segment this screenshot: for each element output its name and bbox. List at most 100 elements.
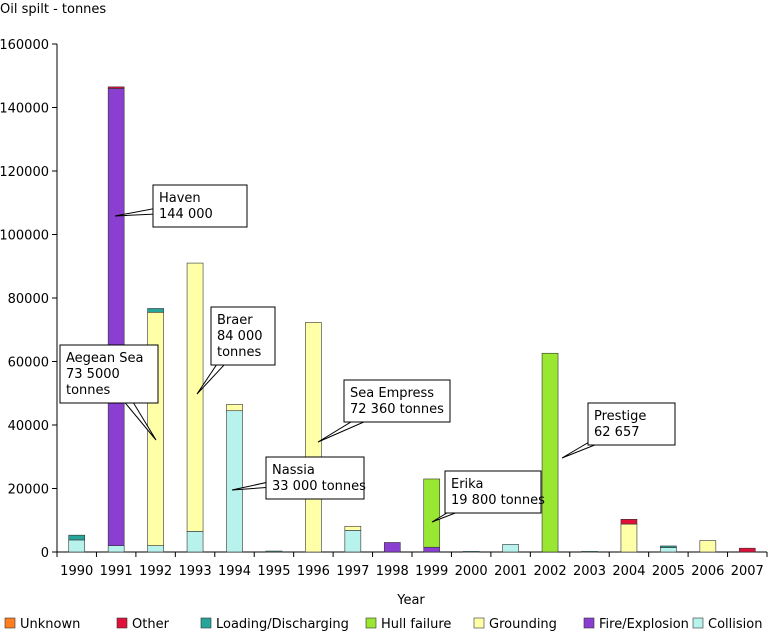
bar-segment xyxy=(699,540,717,553)
legend-swatch xyxy=(583,617,595,629)
bar-segment xyxy=(660,547,677,553)
callout-text: 144 000 xyxy=(159,207,213,222)
callout-text: Haven xyxy=(159,191,201,206)
y-tick-label: 60000 xyxy=(8,356,49,371)
bar-segment xyxy=(383,542,401,553)
callout-text: 19 800 tonnes xyxy=(451,493,545,508)
bar-segment xyxy=(226,404,243,412)
bar-segment xyxy=(738,547,756,553)
callout-text: Braer xyxy=(217,313,253,328)
bar-segment xyxy=(620,518,638,525)
x-tick-label: 2001 xyxy=(494,564,527,579)
legend-label: Hull failure xyxy=(381,617,451,632)
callout-pointer-mask xyxy=(105,371,119,388)
bar-segment xyxy=(107,88,125,546)
x-tick-label: 1997 xyxy=(336,564,369,579)
legend-label: Grounding xyxy=(489,617,557,632)
bar-segment xyxy=(423,478,441,548)
bar-segment xyxy=(423,546,441,553)
y-tick-label: 140000 xyxy=(0,102,49,117)
x-tick-label: 1999 xyxy=(415,564,448,579)
x-tick-label: 2003 xyxy=(573,564,606,579)
bar-segment xyxy=(107,86,125,89)
bar-segment xyxy=(305,322,322,553)
bar-segment xyxy=(462,551,480,553)
y-tick-label: 100000 xyxy=(0,229,49,244)
bar-segment xyxy=(68,539,86,553)
legend-swatch xyxy=(365,617,377,629)
x-tick-label: 1998 xyxy=(376,564,409,579)
bars xyxy=(68,86,756,553)
x-axis-title: Year xyxy=(396,593,425,608)
callout-text: 72 360 tonnes xyxy=(350,402,444,417)
x-tick-label: 2006 xyxy=(691,564,724,579)
callout-pointer-mask xyxy=(617,419,634,431)
legend-swatch xyxy=(692,617,704,629)
x-tick-label: 2004 xyxy=(612,564,645,579)
callout-text: tonnes xyxy=(217,345,262,360)
legend-swatch xyxy=(200,617,212,629)
legend-label: Fire/Explosion xyxy=(599,617,689,632)
x-tick-label: 2000 xyxy=(455,564,488,579)
callout-text: 73 5000 xyxy=(66,367,120,382)
bar-segment xyxy=(147,308,164,313)
y-tick-label: 0 xyxy=(41,546,49,561)
callout-pointer-mask xyxy=(183,201,201,211)
legend-label: Collision xyxy=(708,617,762,632)
bar-segment xyxy=(344,525,362,531)
legend-label: Unknown xyxy=(20,617,80,632)
y-tick-label: 120000 xyxy=(0,165,49,180)
callout-text: tonnes xyxy=(66,383,111,398)
x-tick-label: 2002 xyxy=(534,564,567,579)
y-axis-title: Oil spilt - tonnes xyxy=(0,2,106,17)
legend-swatch xyxy=(116,617,128,629)
y-tick-label: 160000 xyxy=(0,38,49,53)
bar-segment xyxy=(502,544,519,553)
callout-text: Aegean Sea xyxy=(66,351,143,366)
x-tick-label: 1996 xyxy=(297,564,330,579)
bar-segment xyxy=(620,523,638,553)
bar-segment xyxy=(186,531,204,553)
callout-pointer-mask xyxy=(233,333,247,348)
callout-text: Nassia xyxy=(272,463,315,478)
x-tick-label: 1993 xyxy=(179,564,212,579)
callout-text: Prestige xyxy=(594,409,646,424)
callout-text: 84 000 xyxy=(217,329,263,344)
bar-segment xyxy=(186,262,204,532)
bar-segment xyxy=(226,410,243,553)
callout-text: 62 657 xyxy=(594,425,640,440)
x-tick-label: 1992 xyxy=(139,564,172,579)
x-tick-label: 1991 xyxy=(100,564,133,579)
bar-segment xyxy=(344,530,362,553)
callout-text: Sea Empress xyxy=(350,386,434,401)
bar-segment xyxy=(541,352,559,553)
callout-box xyxy=(587,402,676,446)
callout-pointer-mask xyxy=(298,473,316,483)
bar-segment xyxy=(660,545,677,548)
x-tick-label: 1990 xyxy=(60,564,93,579)
callout-pointer-mask xyxy=(480,487,496,498)
callout-text: 33 000 tonnes xyxy=(272,479,366,494)
legend-label: Loading/Discharging xyxy=(216,617,349,632)
callout-text: Erika xyxy=(451,477,483,492)
legend-swatch xyxy=(473,617,485,629)
bar-segment xyxy=(147,545,164,553)
x-tick-label: 1994 xyxy=(218,564,251,579)
x-tick-label: 2005 xyxy=(652,564,685,579)
bar-segment xyxy=(265,550,283,553)
y-tick-label: 40000 xyxy=(8,419,49,434)
legend: Unknown Other Loading/Discharging Hull fail… xyxy=(4,617,762,632)
x-tick-label: 1995 xyxy=(257,564,290,579)
x-tick-label: 2007 xyxy=(731,564,764,579)
bar-segment xyxy=(107,545,125,553)
bar-segment xyxy=(68,534,86,541)
legend-label: Other xyxy=(132,617,170,632)
